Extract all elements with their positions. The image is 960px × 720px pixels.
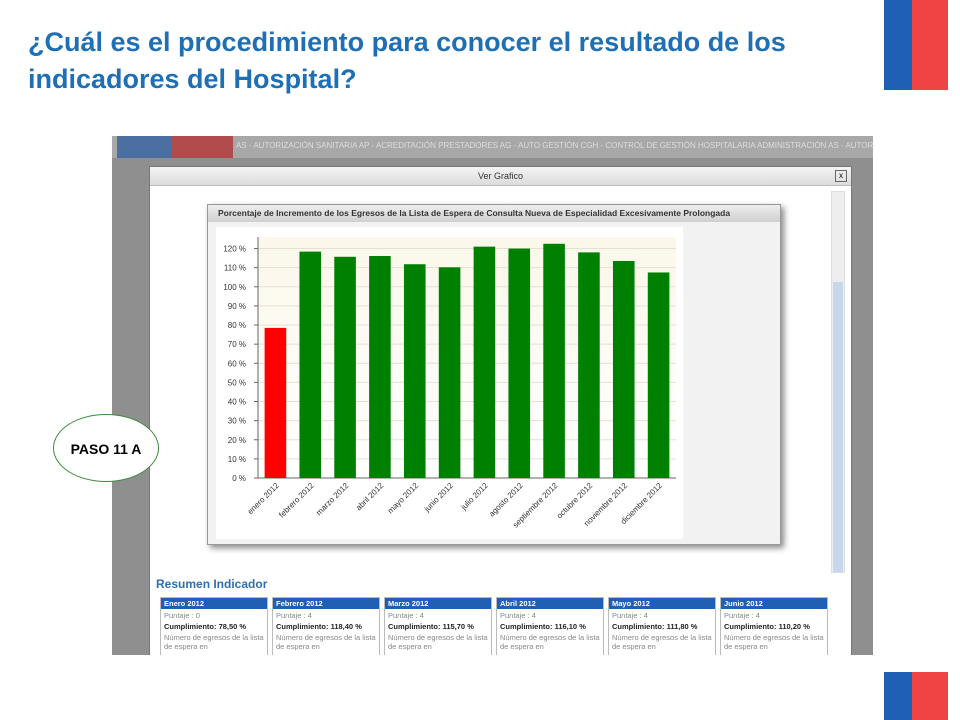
card-note: Número de egresos de la lista de espera … [724,633,824,651]
y-tick-label: 90 % [228,302,246,311]
summary-card: Febrero 2012 Puntaje : 4 Cumplimiento: 118… [272,597,380,655]
bar [473,246,496,478]
chart-panel: Porcentaje de Incremento de los Egresos … [207,204,781,545]
y-tick-label: 0 % [232,474,246,483]
modal-title: Ver Grafico [477,171,524,181]
card-score: Puntaje : 4 [500,611,536,620]
y-tick-label: 100 % [223,283,246,292]
y-tick-label: 60 % [228,359,246,368]
nav-text: AS - AUTORIZACIÓN SANITARIA AP - ACREDIT… [236,141,873,150]
slide-title: ¿Cuál es el procedimiento para conocer e… [28,27,786,94]
summary-card: Abril 2012 Puntaje : 4 Cumplimiento: 116,1… [496,597,604,655]
modal-header: Ver Grafico [150,167,851,186]
y-tick-label: 20 % [228,436,246,445]
bar [299,251,322,478]
y-tick-label: 30 % [228,417,246,426]
card-note: Número de egresos de la lista de espera … [612,633,712,651]
screenshot: AS - AUTORIZACIÓN SANITARIA AP - ACREDIT… [112,136,873,655]
scrollbar[interactable] [831,191,845,573]
card-compliance: Cumplimiento: 118,40 % [276,622,362,631]
summary-card: Junio 2012 Puntaje : 4 Cumplimiento: 110,2… [720,597,828,655]
card-compliance: Cumplimiento: 111,80 % [612,622,698,631]
flag-decoration [884,672,948,720]
y-tick-label: 110 % [224,264,246,273]
card-compliance: Cumplimiento: 115,70 % [388,622,474,631]
card-compliance: Cumplimiento: 78,50 % [164,622,247,631]
card-note: Número de egresos de la lista de espera … [276,633,376,651]
bar [578,252,600,478]
y-tick-label: 10 % [228,455,246,464]
bar [334,256,356,478]
y-tick-label: 50 % [228,378,246,387]
y-tick-label: 120 % [223,245,246,254]
card-note: Número de egresos de la lista de espera … [164,633,264,651]
bar [508,248,531,478]
card-note: Número de egresos de la lista de espera … [500,633,600,651]
y-tick-label: 70 % [228,340,246,349]
scroll-thumb[interactable] [833,282,843,572]
summary-card: Marzo 2012 Puntaje : 4 Cumplimiento: 115,7… [384,597,492,655]
y-tick-label: 40 % [228,398,246,407]
card-score: Puntaje : 4 [724,611,760,620]
card-month: Enero 2012 [161,598,267,609]
card-month: Marzo 2012 [385,598,491,609]
close-button[interactable]: x [835,170,847,182]
bar [612,260,635,478]
summary-card: Mayo 2012 Puntaje : 4 Cumplimiento: 111,80… [608,597,716,655]
bar [438,267,461,478]
card-compliance: Cumplimiento: 110,20 % [724,622,810,631]
bar [264,327,287,478]
bar [647,272,670,478]
card-score: Puntaje : 4 [612,611,648,620]
card-score: Puntaje : 0 [164,611,200,620]
card-month: Febrero 2012 [273,598,379,609]
modal: Ver Grafico x Porcentaje de Incremento d… [149,166,852,655]
chart-title: Porcentaje de Incremento de los Egresos … [208,205,780,222]
card-month: Junio 2012 [721,598,827,609]
card-note: Número de egresos de la lista de espera … [388,633,488,651]
chart: 0 % 10 % 20 % 30 % 40 % 50 % 60 % 70 % 80 % 90 % 1… [216,227,683,539]
plot-background [258,237,676,478]
summary-card: Enero 2012 Puntaje : 0 Cumplimiento: 78,50… [160,597,268,655]
card-month: Mayo 2012 [609,598,715,609]
flag-decoration [884,0,948,90]
bar [543,243,565,478]
card-compliance: Cumplimiento: 116,10 % [500,622,586,631]
step-label: PASO 11 A [53,414,159,482]
card-score: Puntaje : 4 [388,611,424,620]
y-tick-label: 80 % [228,321,246,330]
bar [369,256,391,478]
card-score: Puntaje : 4 [276,611,312,620]
nav-bar: AS - AUTORIZACIÓN SANITARIA AP - ACREDIT… [112,136,873,158]
summary-title: Resumen Indicador [156,577,268,591]
bar [403,264,426,478]
card-month: Abril 2012 [497,598,603,609]
